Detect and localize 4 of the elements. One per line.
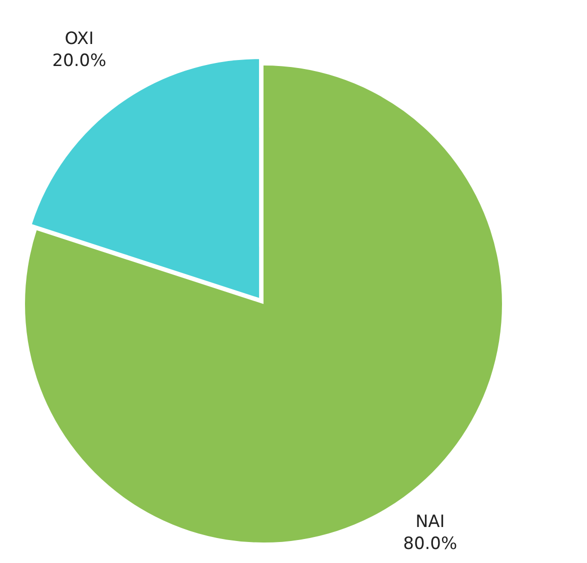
data-label: 80.0% <box>403 534 458 554</box>
slice-label: NAI <box>415 512 445 532</box>
slice-label: OXI <box>64 28 94 49</box>
data-label: 20.0% <box>52 50 106 71</box>
